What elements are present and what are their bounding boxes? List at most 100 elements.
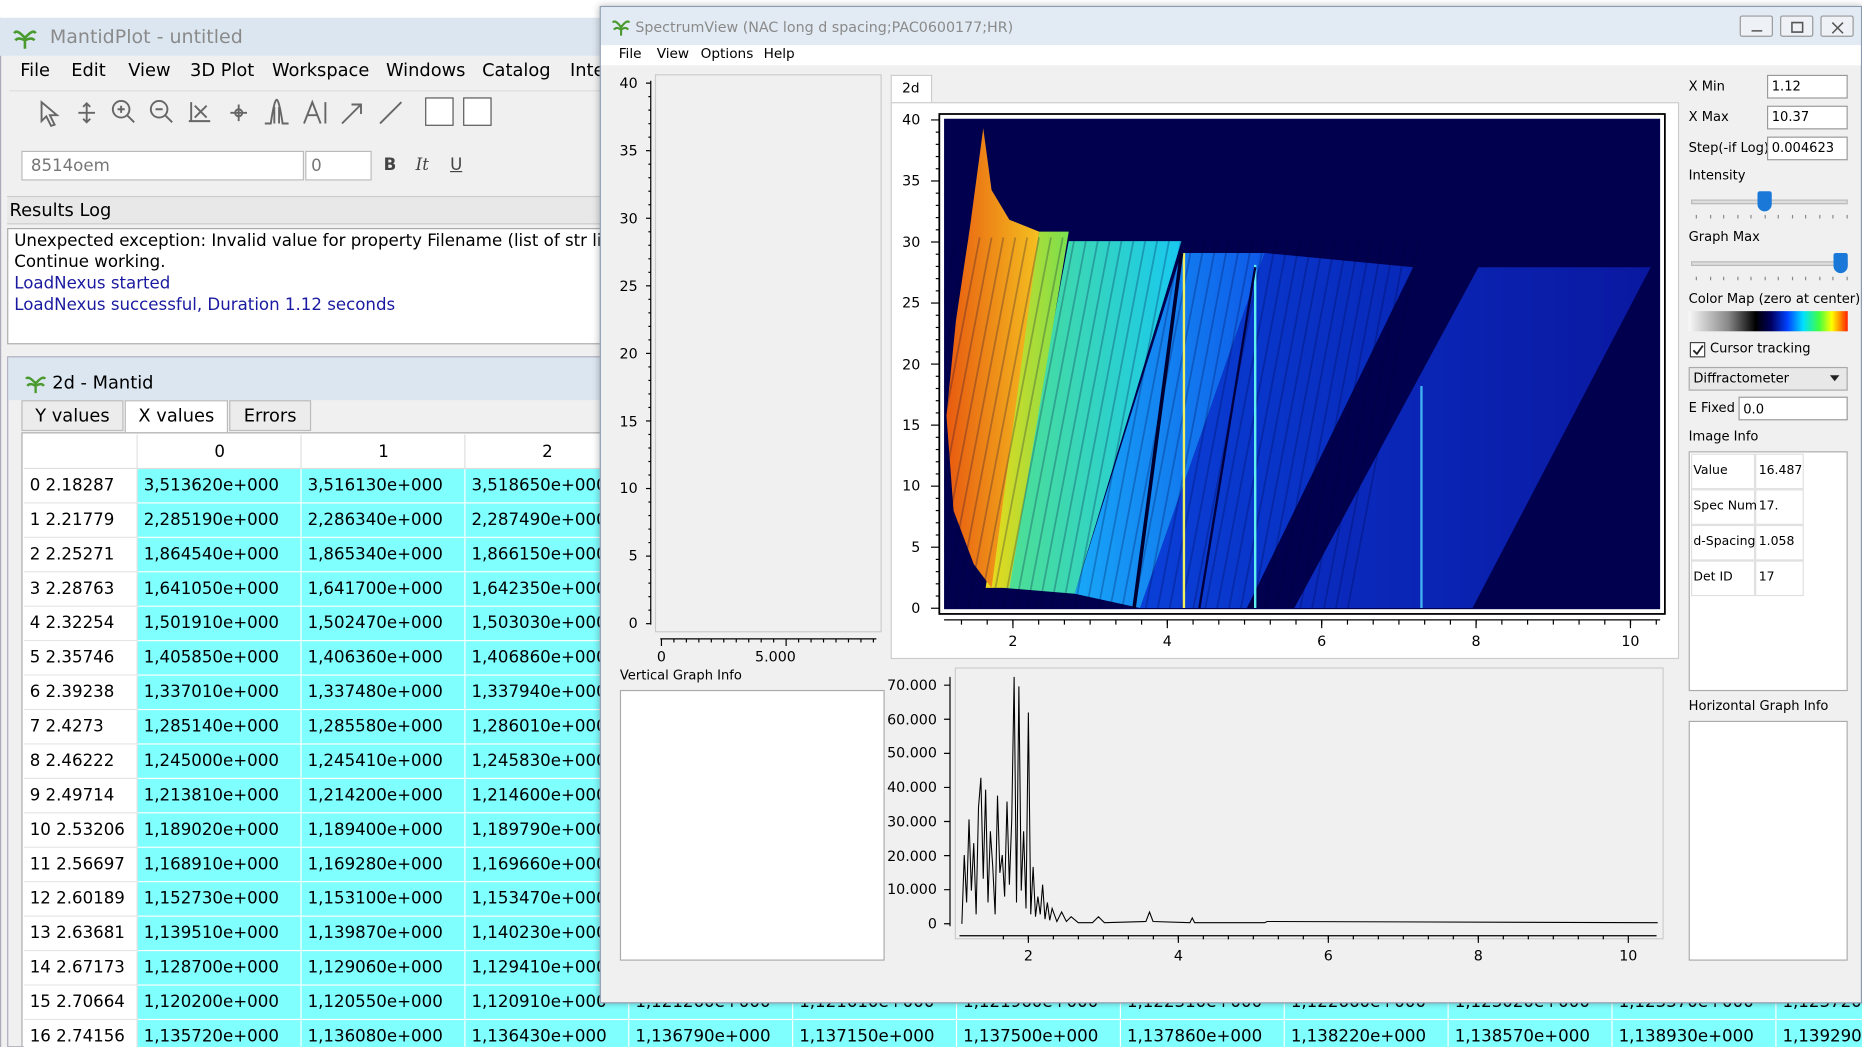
tab[interactable]	[229, 400, 312, 432]
checkbox[interactable]	[1689, 342, 1706, 358]
table-cell[interactable]	[137, 813, 302, 848]
table-cell[interactable]	[301, 1020, 466, 1047]
menu-item[interactable]: File	[618, 45, 642, 62]
table-cell[interactable]	[137, 503, 302, 538]
table-cell[interactable]	[1284, 1020, 1449, 1047]
slider-thumb[interactable]	[1833, 252, 1848, 274]
cell-value: 1,405850e+000	[143, 648, 279, 668]
image-tab[interactable]	[890, 74, 933, 104]
table-cell[interactable]	[137, 469, 302, 504]
table-cell[interactable]	[301, 675, 466, 711]
cell-value: 1,245830e+000	[471, 751, 607, 771]
cell-value: 1,286010e+000	[471, 717, 607, 737]
table-cell[interactable]	[465, 1020, 630, 1047]
table-cell[interactable]	[301, 951, 466, 986]
menu-item[interactable]: Catalog	[482, 59, 551, 81]
menu-item[interactable]: Help	[763, 45, 795, 62]
field-label: Intensity	[1688, 167, 1746, 183]
table-cell[interactable]	[301, 641, 466, 676]
slider-tick	[1818, 276, 1820, 281]
table-cell[interactable]	[301, 916, 466, 952]
tab-label[interactable]: 2d	[902, 79, 920, 97]
table-cell[interactable]	[1612, 1020, 1777, 1047]
column-header	[301, 434, 466, 470]
window-button[interactable]	[1820, 15, 1854, 37]
text-input[interactable]	[1738, 396, 1848, 421]
table-cell[interactable]	[1776, 1020, 1862, 1047]
tab[interactable]	[21, 400, 124, 432]
table-cell[interactable]	[1448, 1020, 1613, 1047]
dropdown-value: Diffractometer	[1693, 370, 1790, 386]
tab-label[interactable]: Y values	[35, 404, 110, 427]
menu-item[interactable]: 3D Plot	[190, 59, 255, 81]
table-cell[interactable]	[301, 882, 466, 917]
table-cell[interactable]	[629, 1020, 794, 1047]
table-cell[interactable]	[137, 572, 302, 607]
tab[interactable]	[124, 400, 228, 434]
table-cell[interactable]	[301, 710, 466, 745]
table-cell[interactable]	[137, 606, 302, 642]
button-glyph	[1831, 22, 1844, 34]
window-button[interactable]	[1780, 15, 1814, 37]
table-cell[interactable]	[137, 710, 302, 745]
menu-item[interactable]: View	[656, 45, 690, 62]
intensity-band	[1074, 252, 1265, 608]
tab-label[interactable]: Errors	[243, 404, 297, 427]
menu-item[interactable]: View	[128, 59, 171, 81]
log-line: Unexpected exception: Invalid value for …	[14, 231, 632, 251]
table-cell[interactable]	[137, 951, 302, 986]
menu-item[interactable]: Workspace	[271, 59, 370, 81]
format-button[interactable]: It	[415, 155, 429, 175]
tool-icon	[111, 100, 135, 123]
table-cell[interactable]	[137, 675, 302, 711]
menu-item[interactable]: Edit	[71, 59, 106, 81]
table-cell[interactable]	[301, 985, 466, 1021]
y-tick-label: 20.000	[887, 847, 937, 864]
section-label: Image Info	[1688, 428, 1759, 445]
table-cell[interactable]	[793, 1020, 958, 1047]
table-cell[interactable]	[137, 641, 302, 676]
dropdown[interactable]	[1688, 366, 1848, 391]
size-spin[interactable]	[305, 150, 372, 181]
format-button[interactable]: B	[383, 155, 397, 175]
table-cell[interactable]	[301, 537, 466, 573]
menu-item[interactable]: Inte	[570, 59, 605, 81]
cell-value: 1,140230e+000	[471, 923, 607, 943]
table-cell[interactable]	[301, 572, 466, 607]
text-input[interactable]	[1767, 105, 1848, 130]
function-button[interactable]	[425, 97, 454, 126]
tab-label[interactable]: X values	[138, 404, 215, 427]
table-cell[interactable]	[137, 916, 302, 952]
table-cell[interactable]	[137, 537, 302, 573]
detector-stripe	[1168, 237, 1242, 609]
table-cell[interactable]	[137, 1020, 302, 1047]
detector-stripe	[1323, 237, 1397, 609]
menu-item[interactable]: Options	[700, 45, 754, 62]
table-cell[interactable]	[301, 847, 466, 883]
table-cell[interactable]	[301, 813, 466, 848]
cell-value: 1,138930e+000	[1618, 1027, 1754, 1047]
table-cell[interactable]	[301, 503, 466, 538]
cell-value: 1,129060e+000	[307, 958, 443, 978]
table-cell[interactable]	[1121, 1020, 1285, 1047]
table-cell[interactable]	[137, 779, 302, 814]
table-cell[interactable]	[137, 985, 302, 1021]
font-combo[interactable]	[21, 150, 304, 181]
cell-value: 1,128700e+000	[143, 958, 279, 978]
table-cell[interactable]	[137, 744, 302, 779]
format-button[interactable]: U	[450, 155, 463, 175]
menu-item[interactable]: File	[20, 59, 51, 81]
table-cell[interactable]	[301, 744, 466, 779]
table-cell[interactable]	[301, 469, 466, 504]
table-cell[interactable]	[301, 606, 466, 642]
window-button[interactable]	[1739, 15, 1773, 37]
legend-button[interactable]	[463, 97, 492, 126]
menu-item[interactable]: Windows	[385, 59, 466, 81]
table-cell[interactable]	[137, 847, 302, 883]
table-cell[interactable]	[137, 882, 302, 917]
table-cell[interactable]	[957, 1020, 1121, 1047]
text-input[interactable]	[1767, 74, 1848, 99]
text-input[interactable]	[1767, 136, 1848, 161]
table-cell[interactable]	[301, 779, 466, 814]
slider-thumb[interactable]	[1757, 191, 1772, 212]
